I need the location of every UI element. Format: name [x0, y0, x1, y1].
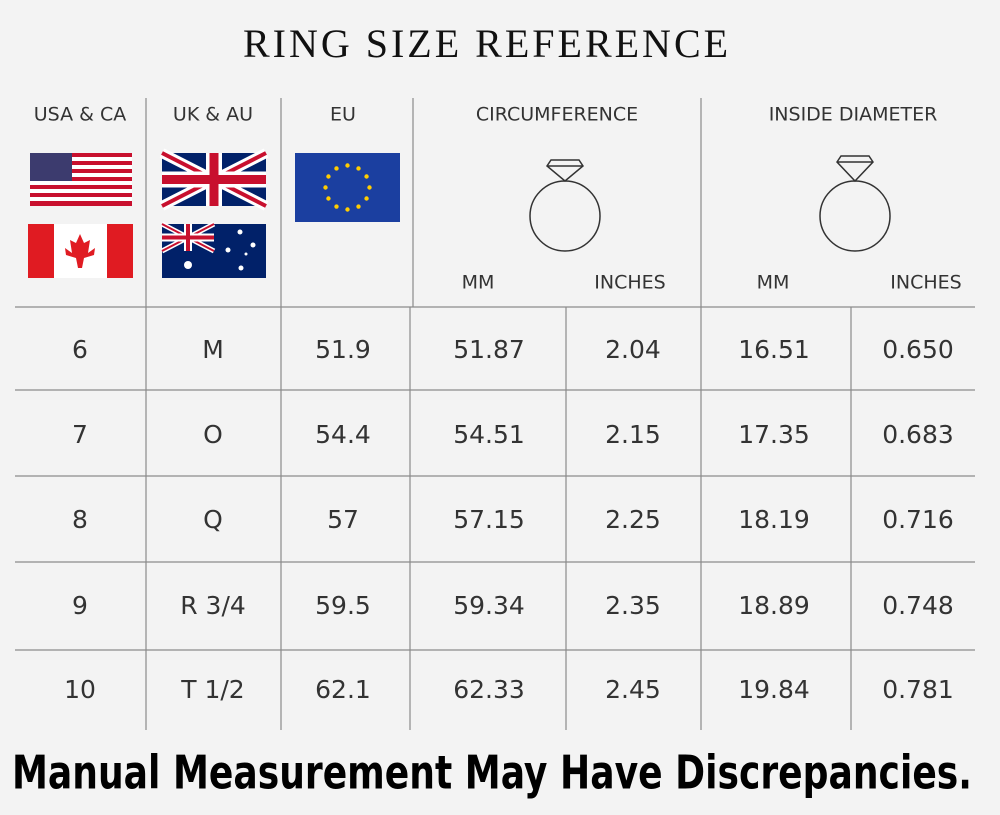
table-cell: M	[202, 335, 224, 364]
table-cell: 0.716	[882, 505, 954, 534]
table-cell: 7	[72, 420, 88, 449]
eu-star	[345, 207, 350, 212]
table-cell: 62.33	[453, 675, 525, 704]
column-header: UK & AU	[173, 104, 253, 126]
eu-star	[334, 204, 339, 209]
eu-star	[356, 204, 361, 209]
table-cell: 59.5	[315, 591, 371, 620]
sub-header: INCHES	[594, 272, 665, 294]
table-cell: 62.1	[315, 675, 371, 704]
table-body: 6 M 51.9 51.87 2.04 16.51 0.650 7 O 54.4 54.51 2.15…	[64, 335, 954, 704]
ring-icon	[529, 159, 601, 252]
ring-icon	[819, 155, 891, 252]
eu-star	[334, 166, 339, 171]
table-cell: 0.781	[882, 675, 954, 704]
column-header: EU	[330, 104, 356, 126]
eu-star	[367, 185, 372, 190]
eu-star	[364, 196, 369, 201]
table-cell: 57.15	[453, 505, 525, 534]
table-cell: 0.748	[882, 591, 954, 620]
table-grid	[15, 98, 975, 730]
table-cell: R 3/4	[180, 591, 246, 620]
uk-flag	[159, 148, 269, 211]
table-cell: 9	[72, 591, 88, 620]
eu-flag	[295, 153, 400, 222]
eu-star	[326, 196, 331, 201]
table-cell: 18.19	[738, 505, 810, 534]
canada-flag	[28, 224, 133, 278]
table-cell: T 1/2	[180, 675, 244, 704]
title: RING SIZE REFERENCE	[243, 21, 731, 66]
table-cell: Q	[203, 505, 223, 534]
table-cell: 17.35	[738, 420, 810, 449]
table-cell: 6	[72, 335, 88, 364]
table-cell: 8	[72, 505, 88, 534]
table-cell: 2.35	[605, 591, 661, 620]
table-cell: 10	[64, 675, 96, 704]
column-header: USA & CA	[34, 104, 126, 126]
table-cell: 0.650	[882, 335, 954, 364]
table-cell: 54.4	[315, 420, 371, 449]
table-cell: 51.87	[453, 335, 525, 364]
eu-star	[323, 185, 328, 190]
table-cell: 2.15	[605, 420, 661, 449]
eu-star	[326, 174, 331, 179]
table-cell: 2.04	[605, 335, 661, 364]
us-flag	[30, 153, 132, 206]
table-cell: 51.9	[315, 335, 371, 364]
table-cell: 2.45	[605, 675, 661, 704]
table-cell: 0.683	[882, 420, 954, 449]
table-cell: 2.25	[605, 505, 661, 534]
column-header: INSIDE DIAMETER	[769, 104, 938, 126]
table-cell: 16.51	[738, 335, 810, 364]
table-cell: 54.51	[453, 420, 525, 449]
table-cell: O	[203, 420, 223, 449]
sub-header: INCHES	[890, 272, 961, 294]
footer-note: Manual Measurement May Have Discrepancie…	[12, 746, 972, 800]
australia-flag	[160, 221, 266, 278]
table-cell: 59.34	[453, 591, 525, 620]
table-cell: 57	[327, 505, 359, 534]
sub-header: MM	[462, 272, 495, 294]
table-cell: 19.84	[738, 675, 810, 704]
eu-star	[364, 174, 369, 179]
sub-header: MM	[757, 272, 790, 294]
eu-star	[356, 166, 361, 171]
table-cell: 18.89	[738, 591, 810, 620]
column-header: CIRCUMFERENCE	[476, 104, 638, 126]
eu-star	[345, 163, 350, 168]
